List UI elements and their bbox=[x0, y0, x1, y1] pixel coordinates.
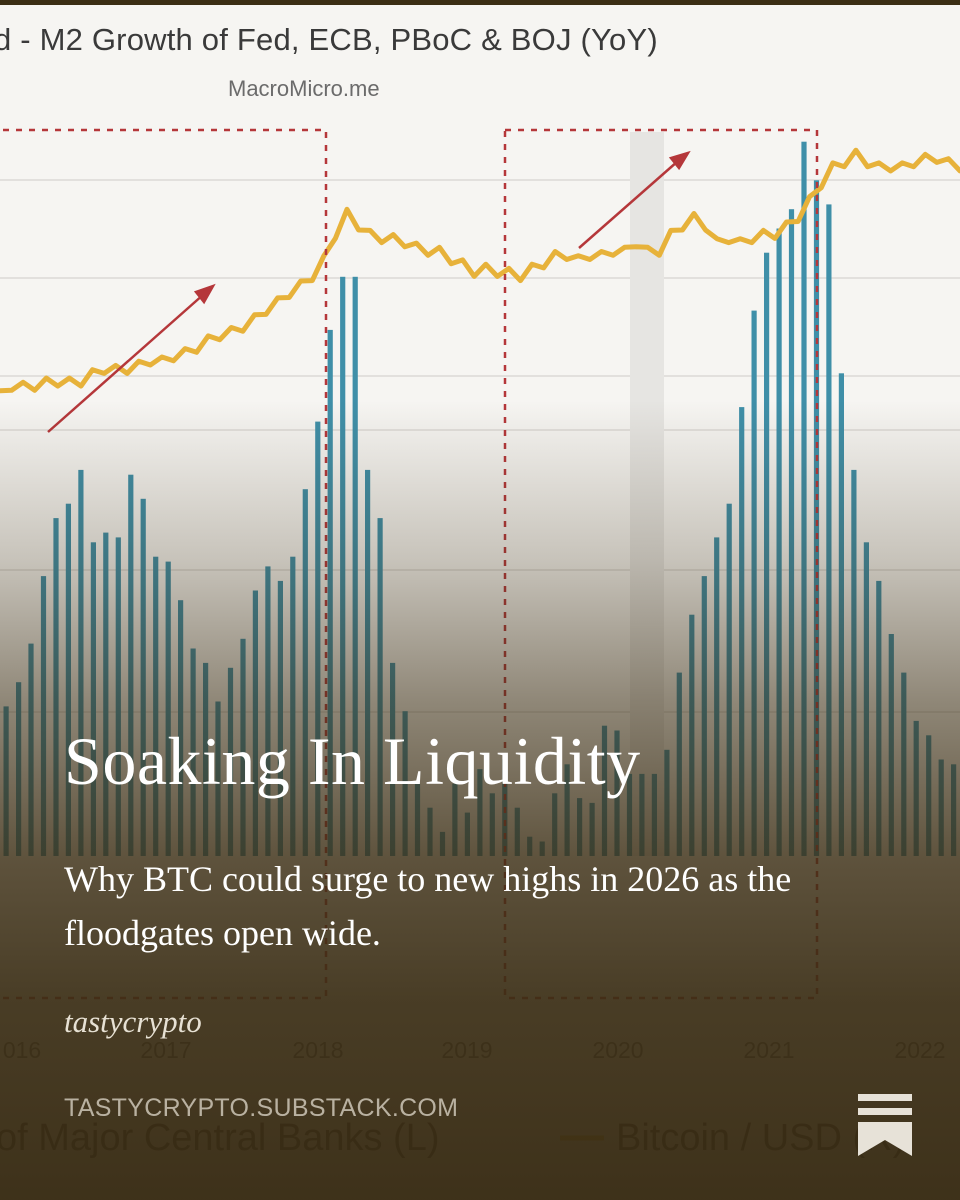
m2-bar bbox=[851, 469, 857, 856]
m2-bar bbox=[776, 228, 782, 856]
m2-bar bbox=[926, 735, 932, 856]
m2-bar bbox=[16, 682, 22, 856]
x-tick-label: 016 bbox=[3, 1037, 41, 1063]
x-tick-label: 2019 bbox=[441, 1037, 492, 1063]
m2-bar bbox=[427, 807, 433, 856]
x-axis-tick-labels: 016 2017 2018 2019 2020 2021 2022 bbox=[3, 1037, 946, 1063]
m2-bar bbox=[714, 537, 720, 856]
m2-bar bbox=[689, 614, 695, 856]
m2-bar bbox=[589, 802, 595, 856]
m2-bar bbox=[277, 580, 283, 856]
up-arrow bbox=[47, 283, 216, 433]
m2-bar bbox=[103, 532, 109, 856]
m2-bar bbox=[863, 542, 869, 856]
legend-left-label: of Major Central Banks (L) bbox=[0, 1117, 440, 1159]
m2-bar bbox=[115, 537, 121, 856]
m2-bar bbox=[951, 764, 957, 856]
m2-bar bbox=[676, 672, 682, 856]
m2-bar bbox=[28, 643, 34, 856]
m2-bar bbox=[464, 812, 470, 856]
m2-bar bbox=[876, 580, 882, 856]
post-subtitle: Why BTC could surge to new highs in 2026… bbox=[64, 859, 792, 953]
chart-legend: of Major Central Banks (L) Bitcoin / USD… bbox=[0, 1117, 905, 1159]
post-headline: Soaking In Liquidity bbox=[64, 723, 641, 799]
m2-bar bbox=[90, 542, 96, 856]
x-tick-label: 2017 bbox=[140, 1037, 191, 1063]
m2-bar bbox=[3, 706, 9, 856]
x-tick-label: 2021 bbox=[743, 1037, 794, 1063]
m2-bar bbox=[377, 518, 383, 856]
m2-bar bbox=[290, 556, 296, 856]
m2-bar bbox=[664, 749, 670, 856]
m2-bar bbox=[53, 518, 59, 856]
m2-bar bbox=[788, 209, 795, 856]
m2-bar bbox=[651, 773, 657, 856]
m2-bar bbox=[265, 566, 271, 856]
m2-bar bbox=[40, 576, 47, 856]
m2-bar bbox=[489, 793, 495, 856]
m2-bar bbox=[552, 793, 558, 856]
m2-bar bbox=[901, 672, 907, 856]
m2-bar bbox=[701, 576, 707, 856]
m2-bar bbox=[801, 141, 807, 856]
m2-bar bbox=[140, 498, 146, 856]
x-tick-label: 2020 bbox=[592, 1037, 643, 1063]
m2-bar bbox=[514, 807, 520, 856]
m2-bar bbox=[739, 407, 745, 856]
m2-bar bbox=[826, 204, 832, 856]
m2-bar bbox=[764, 252, 770, 856]
site-url-link[interactable]: TASTYCRYPTO.SUBSTACK.COM bbox=[64, 1094, 459, 1122]
m2-bar bbox=[838, 373, 844, 856]
m2-bar bbox=[577, 798, 583, 856]
author-name: tastycrypto bbox=[64, 1004, 202, 1039]
m2-bar bbox=[65, 503, 71, 856]
m2-bar bbox=[165, 561, 171, 856]
m2-bar bbox=[888, 634, 894, 856]
m2-bar bbox=[751, 310, 757, 857]
x-tick-label: 2018 bbox=[292, 1037, 343, 1063]
m2-bar bbox=[938, 759, 944, 856]
x-tick-label: 2022 bbox=[894, 1037, 945, 1063]
m2-bar bbox=[913, 720, 919, 856]
m2-bar bbox=[153, 556, 159, 856]
m2-bar bbox=[726, 503, 732, 856]
substack-logo-icon[interactable] bbox=[858, 1094, 912, 1156]
